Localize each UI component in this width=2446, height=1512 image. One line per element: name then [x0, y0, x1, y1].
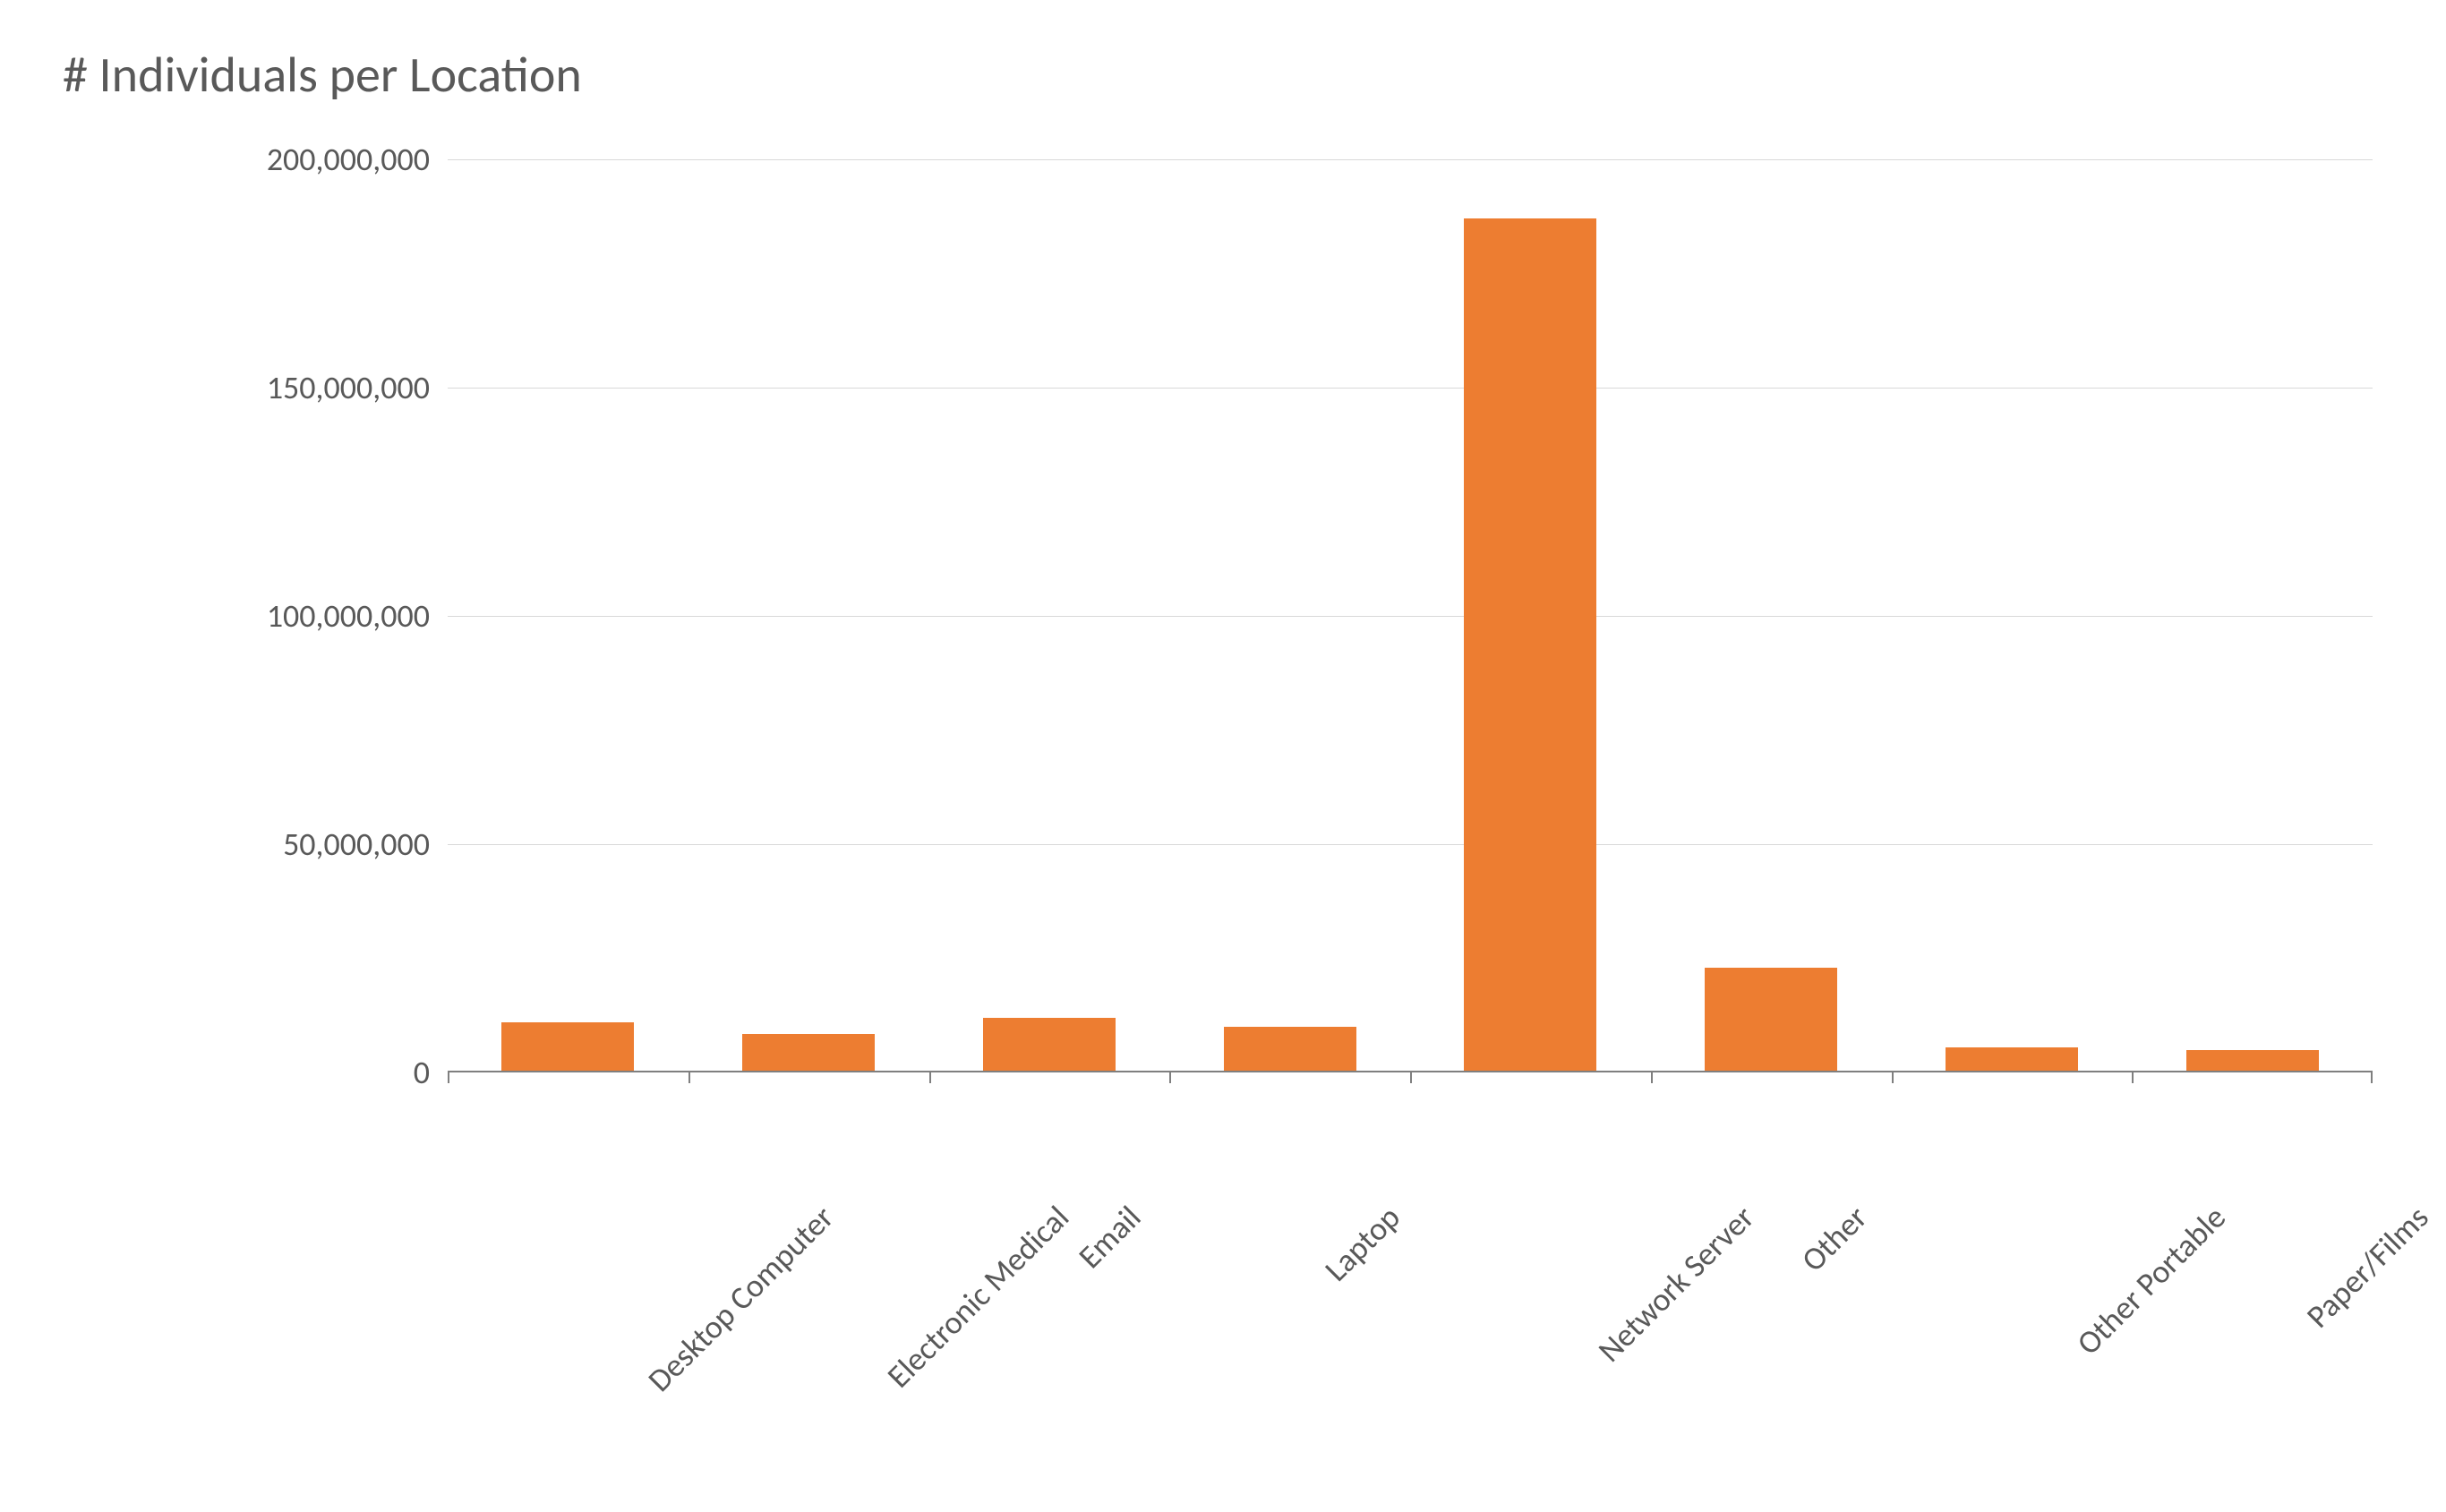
x-label-slot: Email — [929, 1090, 1170, 1404]
bar-slot — [688, 159, 929, 1072]
x-axis-category-label: Other — [1793, 1198, 1875, 1279]
y-axis-tick-label: 150,000,000 — [267, 368, 430, 407]
x-axis-tick — [688, 1072, 690, 1083]
x-axis-tick — [1651, 1072, 1653, 1083]
x-axis-category-label: Laptop — [1316, 1198, 1407, 1289]
x-axis-tick — [448, 1072, 449, 1083]
chart-title: # Individuals per Location — [63, 45, 2390, 106]
y-axis-tick-label: 50,000,000 — [283, 824, 430, 864]
x-axis-category-label: Email — [1070, 1198, 1149, 1277]
bar — [1946, 1047, 2078, 1072]
bar — [983, 1018, 1116, 1072]
x-axis-tick — [1892, 1072, 1894, 1083]
x-label-slot: Network Server — [1410, 1090, 1651, 1404]
bar — [2186, 1050, 2319, 1073]
y-axis-tick-label: 0 — [414, 1053, 430, 1092]
bar-slot — [1892, 159, 2133, 1072]
x-label-slot: Other Portable — [1892, 1090, 2133, 1404]
x-label-slot: Laptop — [1169, 1090, 1410, 1404]
bar-slot — [1651, 159, 1892, 1072]
x-label-slot: Other — [1651, 1090, 1892, 1404]
y-axis-tick-label: 200,000,000 — [267, 140, 430, 179]
bars-group — [448, 159, 2373, 1072]
x-axis-tick — [2132, 1072, 2134, 1083]
x-axis-labels: Desktop ComputerElectronic Medical Email L… — [448, 1090, 2373, 1404]
chart-container: # Individuals per Location 050,000,00010… — [63, 45, 2390, 1459]
bar-slot — [1169, 159, 1410, 1072]
bar — [1705, 968, 1837, 1072]
x-axis-tick — [1410, 1072, 1412, 1083]
x-axis-tick — [1169, 1072, 1171, 1083]
bar — [1224, 1027, 1356, 1072]
x-axis-tick — [2371, 1072, 2373, 1083]
bar-slot — [448, 159, 688, 1072]
x-axis-category-label: Paper/Films — [2298, 1198, 2436, 1336]
x-axis-tick — [929, 1072, 931, 1083]
bar-slot — [2132, 159, 2373, 1072]
bar-slot — [1410, 159, 1651, 1072]
bar — [742, 1034, 875, 1072]
bar-slot — [929, 159, 1170, 1072]
y-axis-tick-label: 100,000,000 — [267, 596, 430, 636]
plot-area: 050,000,000100,000,000150,000,000200,000… — [448, 159, 2373, 1072]
bar — [501, 1022, 634, 1072]
x-label-slot: Paper/Films — [2132, 1090, 2373, 1404]
x-label-slot: Desktop Computer — [448, 1090, 688, 1404]
x-label-slot: Electronic Medical — [688, 1090, 929, 1404]
bar — [1464, 218, 1596, 1072]
